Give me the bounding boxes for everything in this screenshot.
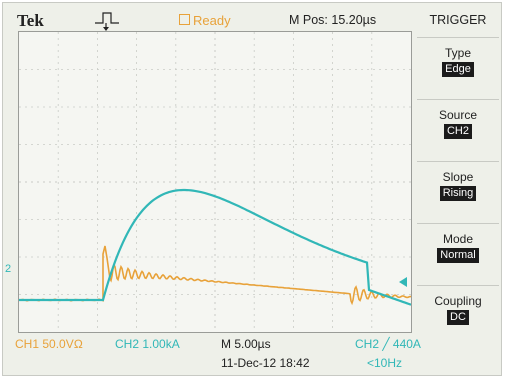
menu-title: TRIGGER <box>429 13 487 27</box>
menu-item-value: Normal <box>437 248 479 263</box>
menu-item-source[interactable]: Source CH2 <box>417 99 499 162</box>
menu-item-label: Coupling <box>434 294 482 308</box>
frequency-readout: <10Hz <box>367 356 403 370</box>
acquisition-status: Ready <box>179 13 231 28</box>
menu-item-value: Rising <box>439 186 477 201</box>
ch2-scale: CH2 1.00kA <box>115 337 180 351</box>
menu-item-mode[interactable]: Mode Normal <box>417 223 499 286</box>
waveform-area <box>18 31 412 333</box>
timebase-readout: M 5.00µs <box>221 337 271 351</box>
trigger-pulse-icon <box>93 9 123 39</box>
datetime-readout: 11-Dec-12 18:42 <box>221 356 310 370</box>
status-box-icon <box>179 14 190 25</box>
status-bar: Tek Ready M Pos: 15.20µs <box>3 3 423 33</box>
trigger-level-icon <box>399 277 407 287</box>
trigger-menu: TRIGGER Type Edge Source CH2 Slope Risin… <box>417 3 499 377</box>
menu-item-label: Type <box>444 46 471 60</box>
brand-logo: Tek <box>17 11 44 30</box>
ch1-waveform <box>19 245 411 306</box>
menu-item-label: Slope <box>442 170 474 184</box>
ch2-ground-marker: 2 <box>5 263 12 275</box>
menu-item-value: DC <box>447 310 469 325</box>
graticule-grid <box>19 32 411 332</box>
waveform-graticule <box>19 32 411 332</box>
status-text: Ready <box>193 13 231 28</box>
readout-bar: CH1 50.0VΩ CH2 1.00kA M 5.00µs CH2 ╱ 440… <box>3 333 503 377</box>
menu-item-coupling[interactable]: Coupling DC <box>417 285 499 348</box>
menu-item-type[interactable]: Type Edge <box>417 37 499 100</box>
menu-item-value: CH2 <box>443 124 472 139</box>
menu-item-value: Edge <box>442 62 474 77</box>
horizontal-position: M Pos: 15.20µs <box>289 13 377 27</box>
menu-item-label: Mode <box>442 232 474 246</box>
menu-item-slope[interactable]: Slope Rising <box>417 161 499 224</box>
trigger-readout: CH2 ╱ 440A <box>355 337 421 351</box>
ch2-waveform <box>19 188 411 306</box>
menu-item-label: Source <box>438 108 478 122</box>
ch1-scale: CH1 50.0VΩ <box>15 337 83 351</box>
oscilloscope-display: Tek Ready M Pos: 15.20µs 2 TRIGGER Type … <box>2 2 502 376</box>
